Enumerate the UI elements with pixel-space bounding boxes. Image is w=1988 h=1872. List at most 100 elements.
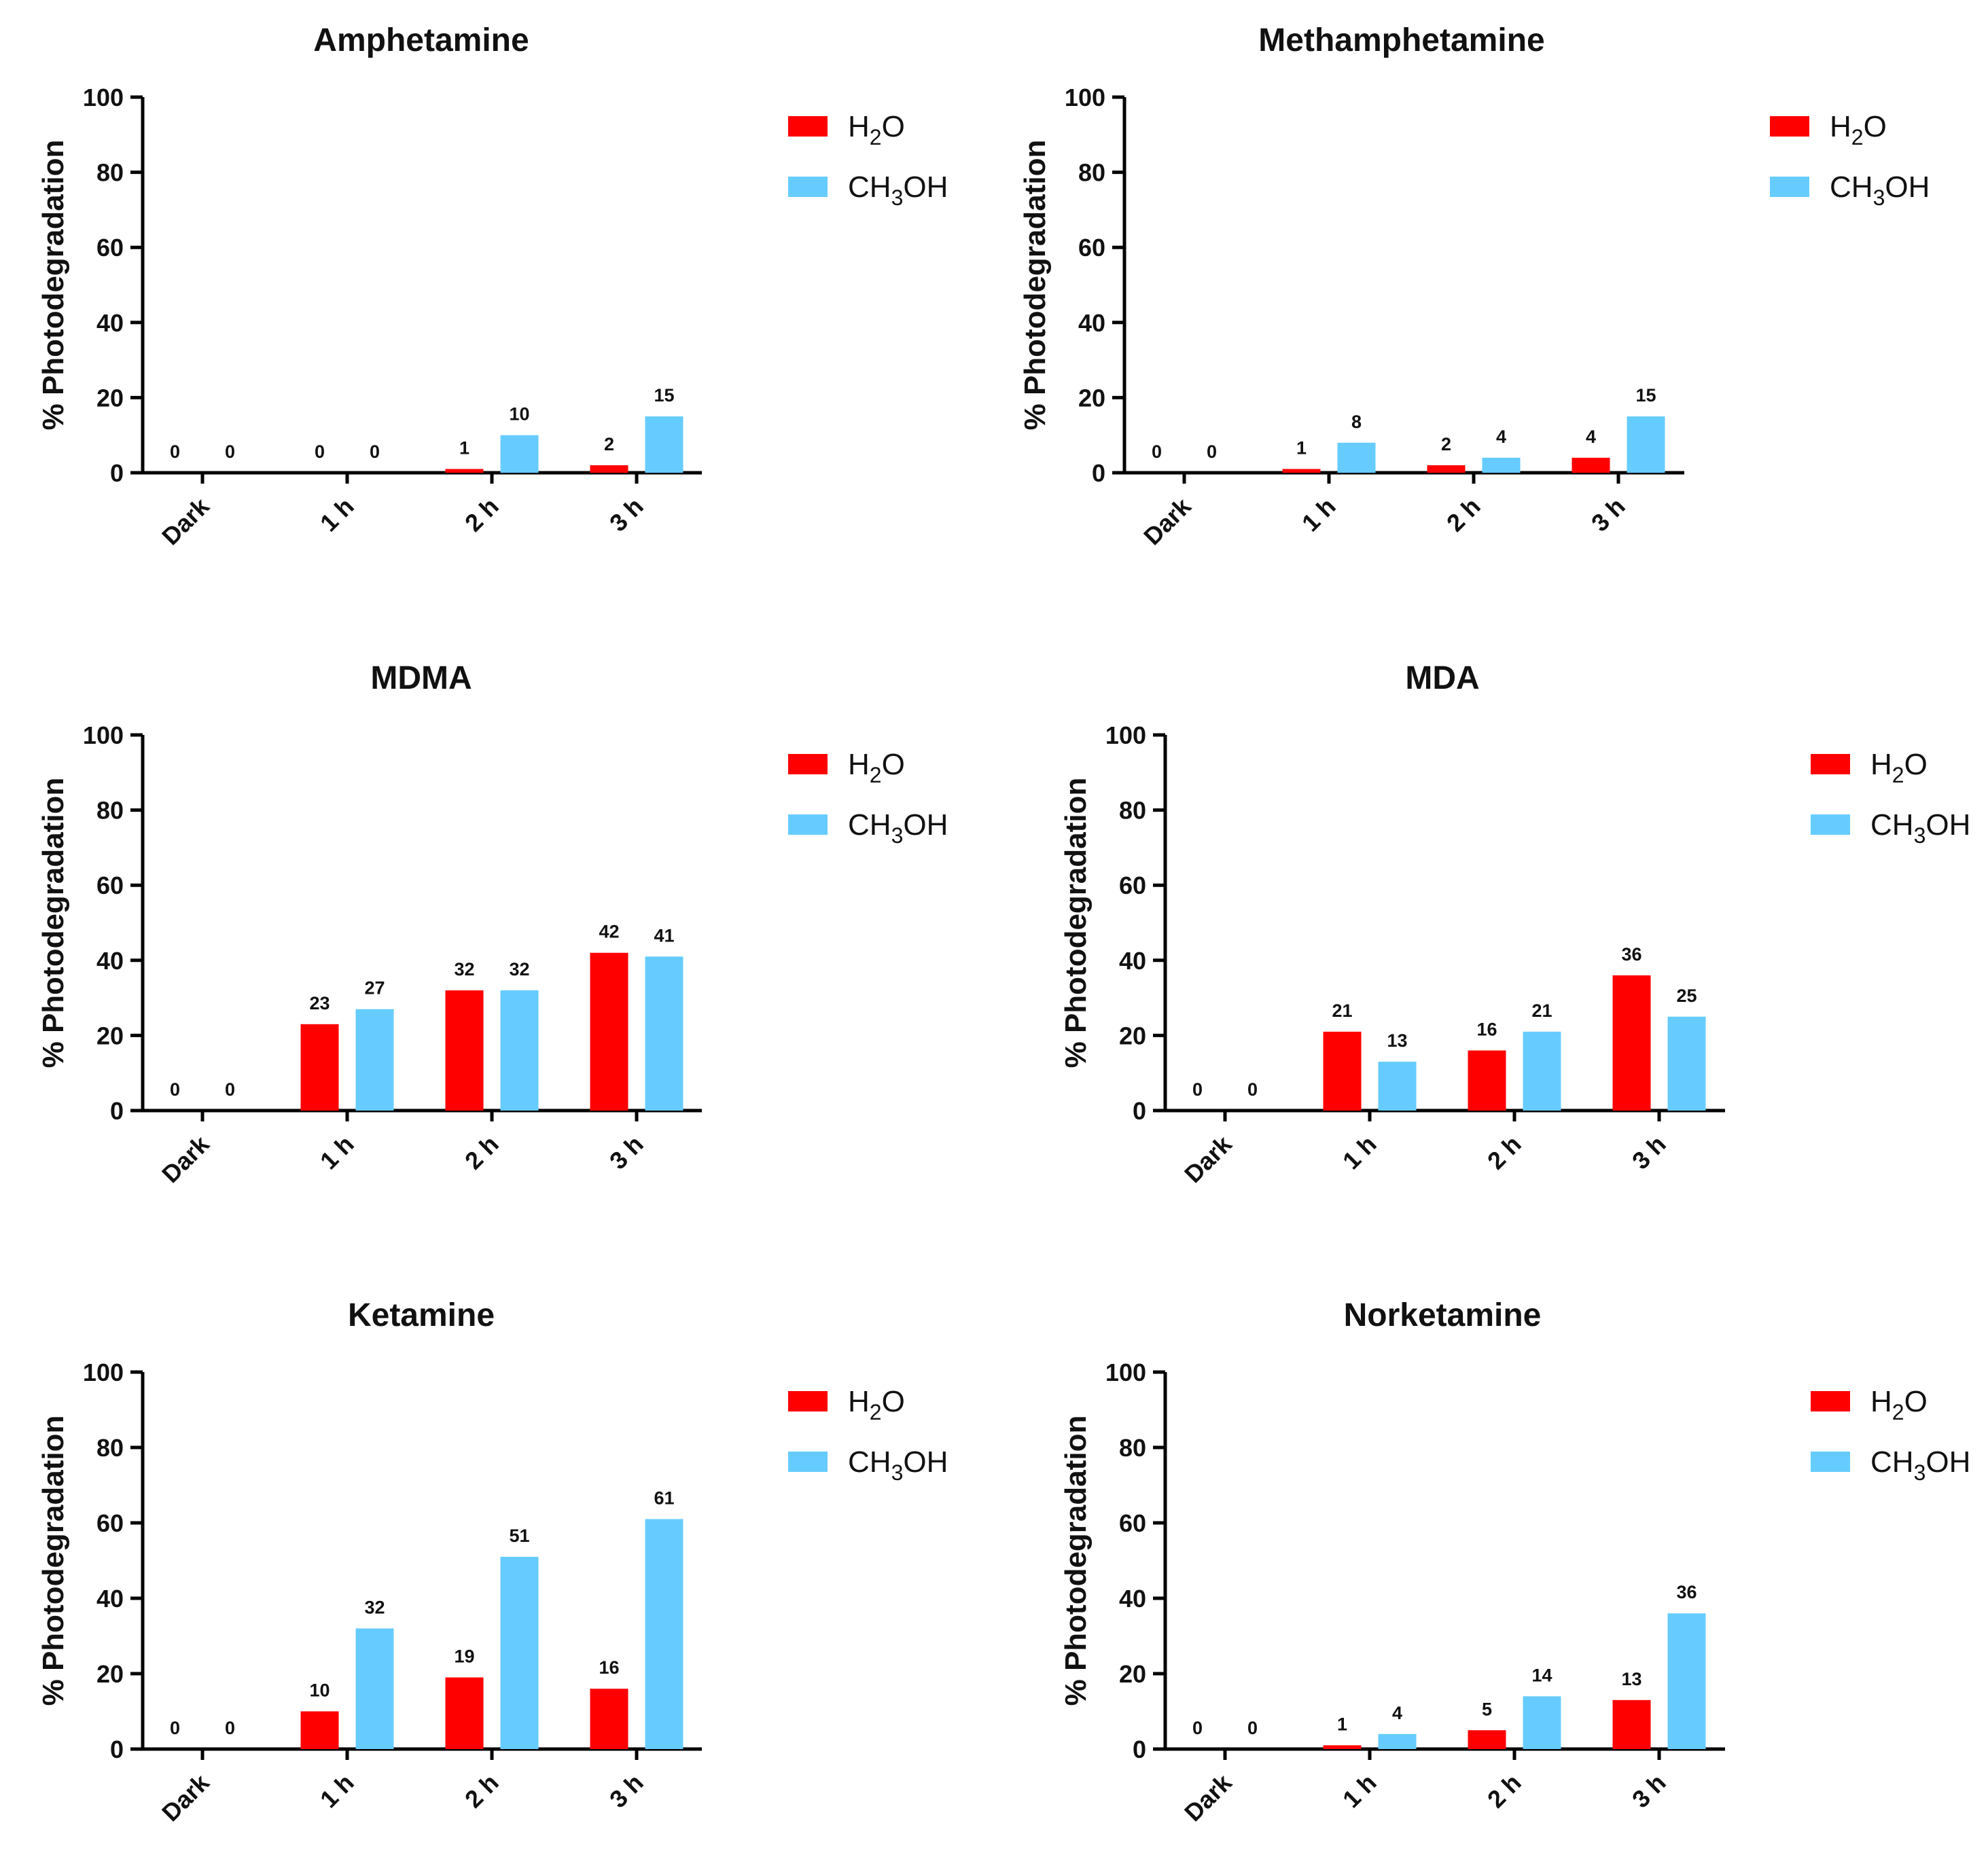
data-label: 0 [225,1718,235,1738]
chart-panel-2: MDMA % Photodegradation 0 20 40 60 80 100 Dark 0 0… [37,660,948,1188]
data-label: 15 [654,385,674,406]
legend-text-subscript: 2 [870,1400,882,1424]
x-tick-label: 1 h [1337,1769,1382,1814]
data-label: 32 [364,1597,385,1617]
x-tick-label: 1 h [315,492,359,537]
bar-ch3oh-2 [500,990,539,1111]
bar-h2o-3 [1572,457,1610,473]
bar-h2o-1 [1323,1745,1362,1749]
x-tick-label: 2 h [459,1769,504,1814]
y-tick-label: 100 [1105,721,1146,749]
bar-h2o-3 [590,952,628,1111]
legend-label-ch3oh: CH3OH [1870,1445,1970,1485]
legend-text-tail: OH [903,808,948,842]
legend-label-h2o: H2O [1870,1385,1928,1424]
legend-label-h2o: H2O [848,1385,905,1424]
chart-title: MDMA [370,660,472,696]
legend-text-base: H [1870,1385,1892,1418]
legend-text-base: CH [1830,170,1873,204]
legend-text-subscript: 2 [1892,1400,1904,1424]
legend-label-ch3oh: CH3OH [848,1445,948,1485]
data-label: 0 [170,442,180,462]
data-label: 0 [1247,1718,1258,1738]
x-tick-label: 3 h [1586,492,1631,537]
x-tick-label: Dark [1179,1768,1237,1826]
y-tick-label: 0 [110,1735,124,1763]
x-tick-label: Dark [156,1768,215,1826]
bar-ch3oh-3 [645,416,684,473]
legend-text-base: H [848,748,870,781]
legend-swatch-h2o [1770,116,1809,137]
data-label: 14 [1531,1665,1552,1685]
data-label: 1 [1337,1714,1347,1734]
y-tick-label: 60 [96,1509,124,1537]
data-label: 1 [1296,437,1307,458]
legend-text-tail: O [882,748,905,781]
legend-swatch-ch3oh [1811,1452,1850,1472]
legend-text-subscript: 2 [1892,763,1904,787]
bar-h2o-2 [445,1677,484,1749]
data-label: 0 [1207,442,1217,462]
data-label: 5 [1482,1699,1492,1719]
data-label: 36 [1621,944,1641,965]
bar-ch3oh-1 [1378,1062,1417,1111]
legend-text-base: H [848,1385,870,1418]
chart-panel-4: Ketamine% Photodegradation020406080100Da… [37,1297,948,1826]
data-label: 61 [654,1488,674,1508]
y-tick-label: 80 [1078,159,1105,187]
x-tick-label: 1 h [1296,492,1341,537]
legend-swatch-h2o [788,116,828,137]
legend-swatch-h2o [788,754,828,774]
y-axis-title: % Photodegradation [1059,778,1093,1068]
legend-swatch-ch3oh [788,177,828,197]
data-label: 0 [170,1079,180,1100]
data-label: 16 [599,1657,619,1678]
chart-title: Methamphetamine [1258,22,1544,58]
y-tick-label: 20 [1119,1022,1146,1049]
y-tick-label: 0 [1133,1097,1146,1125]
y-axis-title: % Photodegradation [1059,1416,1093,1706]
data-label: 15 [1635,385,1656,406]
y-tick-label: 80 [1119,1434,1146,1462]
legend-text-subscript: 3 [891,185,904,210]
x-tick-label: 3 h [1627,1769,1671,1814]
legend-text-tail: O [882,1385,905,1418]
data-label: 23 [309,993,330,1013]
legend-text-tail: OH [1925,1445,1970,1479]
y-tick-label: 80 [96,1434,124,1462]
legend-text-tail: O [1864,110,1887,143]
y-tick-label: 100 [83,84,124,111]
legend-text-base: H [848,110,870,143]
legend-text-tail: O [882,110,905,143]
bar-ch3oh-2 [1482,457,1521,473]
bar-h2o-3 [590,465,628,473]
x-tick-label: 1 h [1337,1130,1382,1175]
y-tick-label: 80 [96,797,124,825]
y-tick-label: 80 [96,159,124,187]
x-tick-label: 1 h [315,1130,359,1175]
bar-ch3oh-3 [645,1519,684,1749]
legend-label-ch3oh: CH3OH [1870,808,1970,848]
legend-text-base: CH [848,808,891,842]
data-label: 0 [370,442,380,462]
y-tick-label: 0 [110,459,124,487]
y-axis-title: % Photodegradation [37,1416,70,1706]
bar-ch3oh-1 [355,1628,394,1749]
data-label: 42 [599,922,619,942]
bar-h2o-1 [1323,1031,1362,1111]
bar-h2o-2 [1427,465,1466,473]
bar-ch3oh-3 [1667,1016,1706,1111]
y-tick-label: 20 [96,1660,124,1688]
bar-ch3oh-3 [1667,1613,1706,1749]
data-label: 36 [1676,1582,1697,1602]
legend-swatch-h2o [1811,1391,1850,1411]
legend-text-tail: O [1904,748,1928,781]
x-tick-label: Dark [156,1130,215,1188]
data-label: 10 [309,1680,330,1701]
data-label: 0 [1192,1079,1203,1100]
legend-swatch-ch3oh [1811,814,1850,835]
legend-text-base: CH [1870,1445,1914,1479]
bar-ch3oh-1 [355,1009,394,1111]
chart-title: Amphetamine [313,22,529,58]
legend-text-subscript: 3 [1914,823,1926,848]
